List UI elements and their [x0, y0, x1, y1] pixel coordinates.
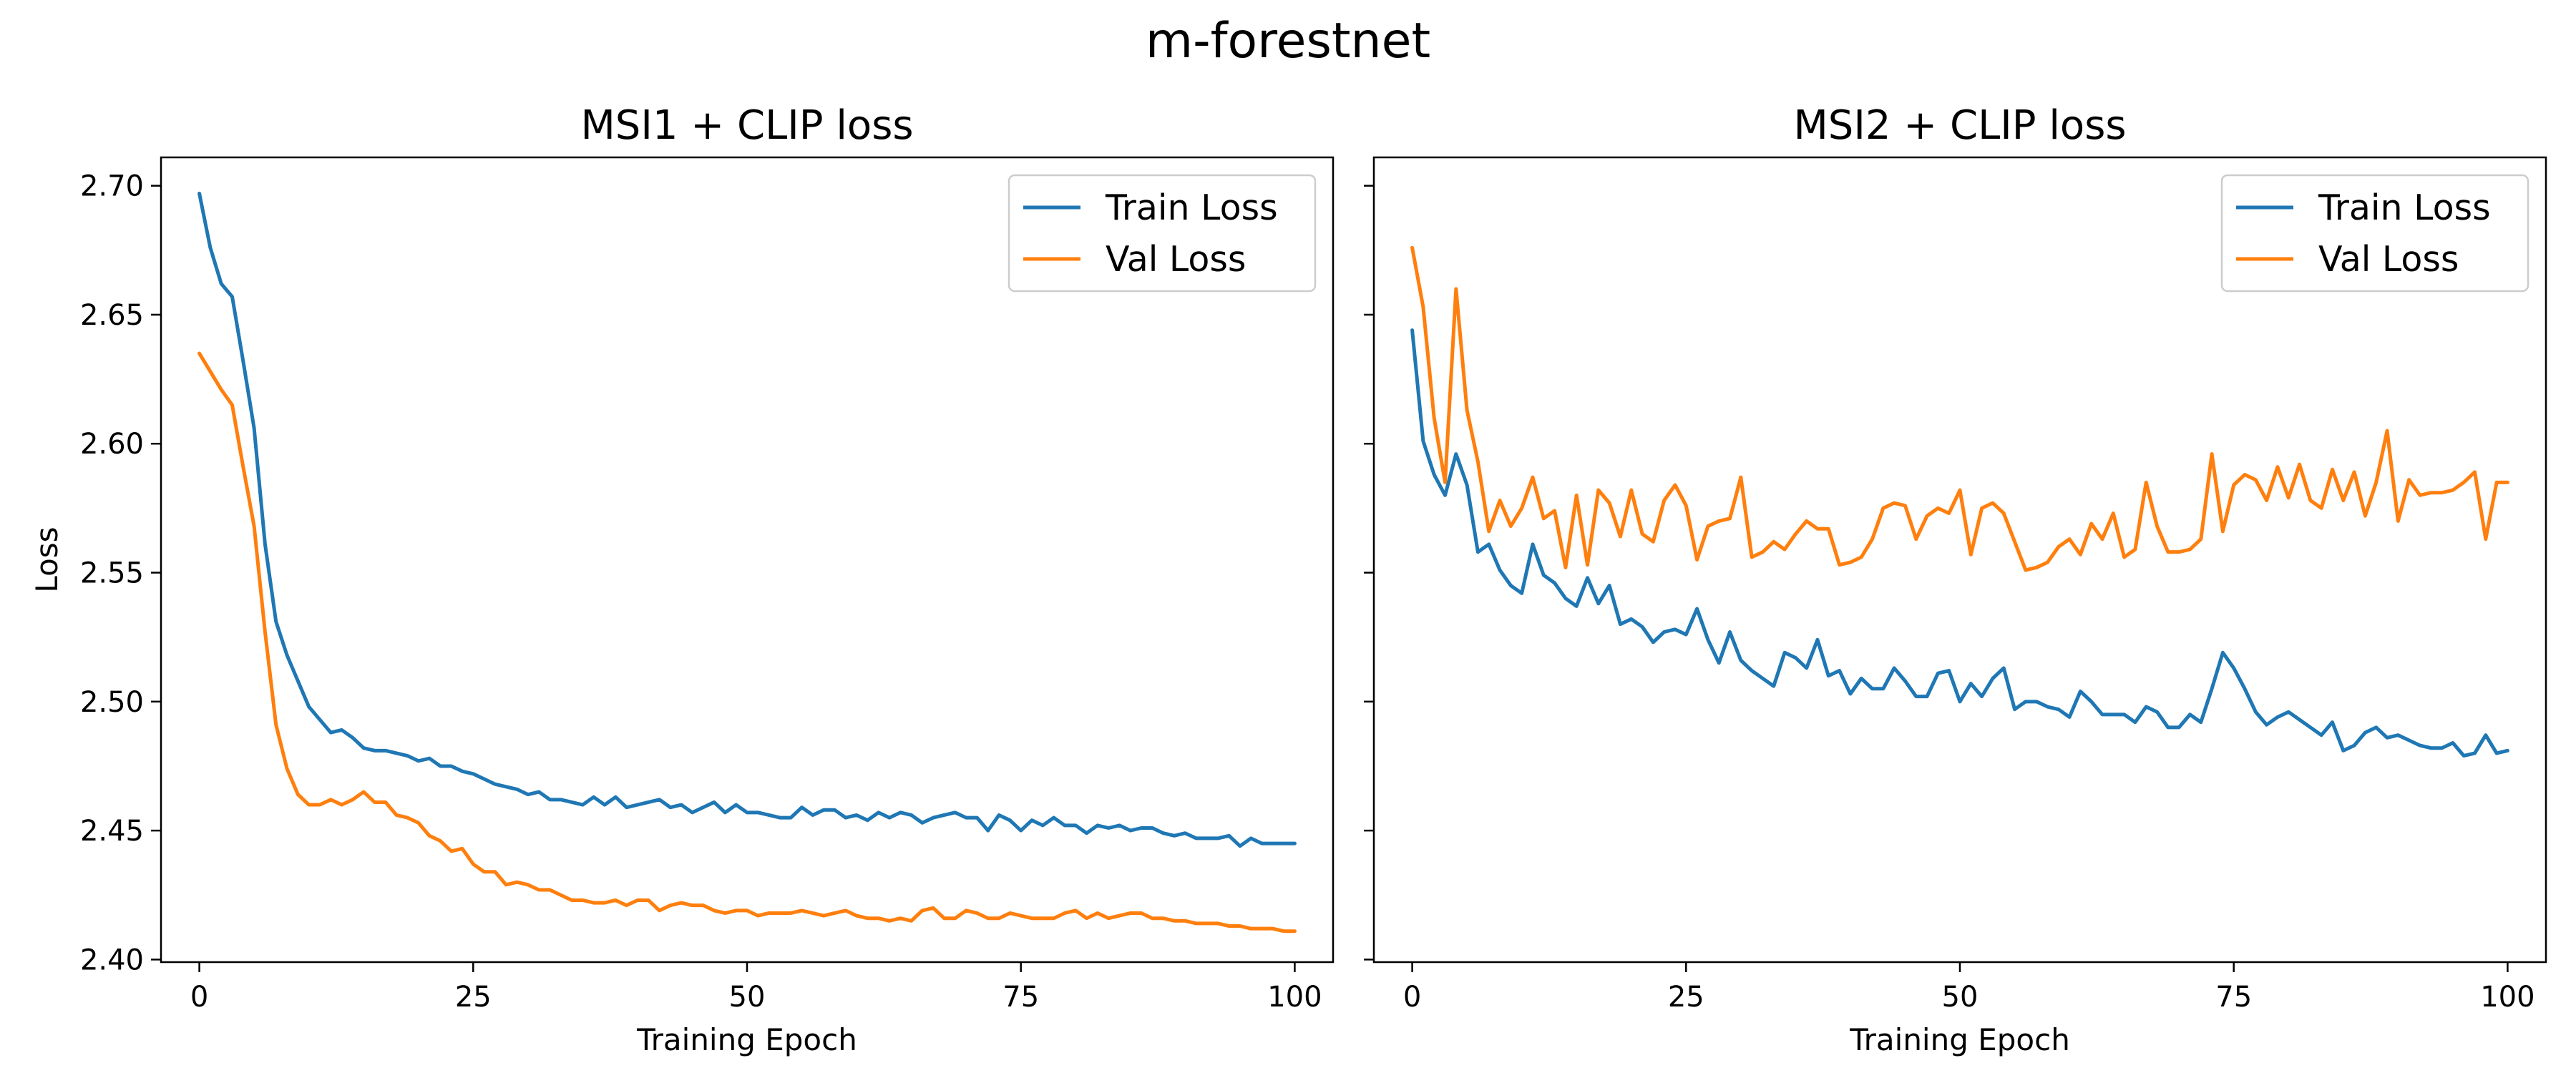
legend-label: Train Loss	[2318, 187, 2491, 228]
series-line-val-loss	[1410, 245, 2509, 572]
x-tick-label: 0	[190, 981, 208, 1014]
x-tick-label: 50	[729, 981, 766, 1014]
x-tick-label: 75	[2215, 981, 2252, 1014]
y-tick-label: 2.55	[80, 557, 144, 590]
legend-label: Val Loss	[2318, 239, 2459, 280]
x-tick-label: 75	[1002, 981, 1039, 1014]
x-tick-label: 0	[1403, 981, 1421, 1014]
x-tick-label: 100	[1267, 981, 1322, 1014]
chart-title: MSI1 + CLIP loss	[580, 102, 913, 149]
x-axis-label: Training Epoch	[636, 1022, 857, 1057]
plot-area	[197, 191, 1297, 934]
y-tick-label: 2.50	[80, 686, 144, 719]
y-axis-label: Loss	[29, 526, 64, 592]
x-axis-label: Training Epoch	[1849, 1022, 2070, 1057]
x-tick-label: 25	[455, 981, 492, 1014]
plot-area	[1410, 245, 2509, 758]
y-tick-label: 2.60	[80, 428, 144, 461]
y-tick-label: 2.65	[80, 299, 144, 332]
x-tick-label: 50	[1942, 981, 1979, 1014]
series-line-val-loss	[197, 351, 1297, 934]
legend-label: Train Loss	[1105, 187, 1278, 228]
y-tick-label: 2.40	[80, 944, 144, 976]
y-tick-label: 2.45	[80, 815, 144, 848]
chart-title: MSI2 + CLIP loss	[1793, 102, 2126, 149]
legend-box	[2220, 174, 2529, 293]
series-line-train-loss	[1410, 328, 2509, 758]
x-tick-label: 100	[2480, 981, 2534, 1014]
chart-panel-left: 0 25 50 75 100 2.40 2.45 2.50 2.55 2.60 2.65 2.70 MS…	[29, 102, 1335, 1057]
chart-panel-right: 0 25 50 75 100 MSI2 + CLIP loss Training Epoch…	[1364, 102, 2547, 1057]
legend: Train Loss Val Loss	[2220, 174, 2529, 293]
x-tick-label: 25	[1668, 981, 1704, 1014]
figure-title: m-forestnet	[1146, 13, 1430, 69]
legend-box	[1008, 174, 1317, 293]
legend-label: Val Loss	[1106, 239, 1246, 280]
y-tick-label: 2.70	[80, 170, 144, 203]
legend: Train Loss Val Loss	[1008, 174, 1317, 293]
series-line-train-loss	[197, 191, 1297, 848]
